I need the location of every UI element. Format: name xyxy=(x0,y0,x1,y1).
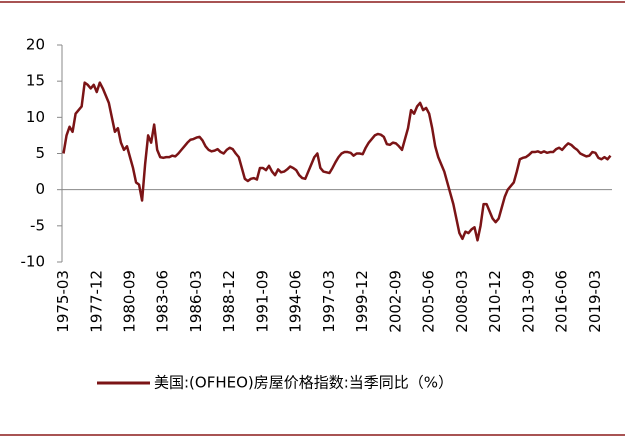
y-tick-label: 5 xyxy=(35,144,45,162)
y-tick-label: 0 xyxy=(35,180,45,198)
x-tick-label: 2010-12 xyxy=(486,270,504,333)
x-tick-label: 1977-12 xyxy=(87,270,105,333)
x-tick-label: 1988-12 xyxy=(220,270,238,333)
y-tick-label: 10 xyxy=(26,108,45,126)
x-tick-label: 2008-03 xyxy=(453,270,471,333)
x-tick-label: 1999-12 xyxy=(353,270,371,333)
y-tick-label: 20 xyxy=(26,36,45,54)
y-tick-label: -10 xyxy=(21,253,46,271)
x-tick-label: 1994-06 xyxy=(287,270,305,333)
x-tick-label: 1997-03 xyxy=(320,270,338,333)
x-tick-label: 2016-06 xyxy=(553,270,571,333)
x-tick-label: 1991-09 xyxy=(253,270,271,333)
x-tick-label: 2019-03 xyxy=(586,270,604,333)
x-tick-label: 2002-09 xyxy=(386,270,404,333)
x-tick-label: 1983-06 xyxy=(154,270,172,333)
legend-label: 美国:(OFHEO)房屋价格指数:当季同比（%） xyxy=(154,374,453,392)
x-tick-label: 1975-03 xyxy=(54,270,72,333)
y-tick-label: -5 xyxy=(30,216,45,234)
line-series xyxy=(62,81,612,242)
x-tick-label: 1980-09 xyxy=(120,270,138,333)
y-tick-label: 15 xyxy=(26,72,45,90)
x-tick-label: 2005-06 xyxy=(420,270,438,333)
x-tick-label: 1986-03 xyxy=(187,270,205,333)
x-tick-label: 2013-09 xyxy=(519,270,537,333)
